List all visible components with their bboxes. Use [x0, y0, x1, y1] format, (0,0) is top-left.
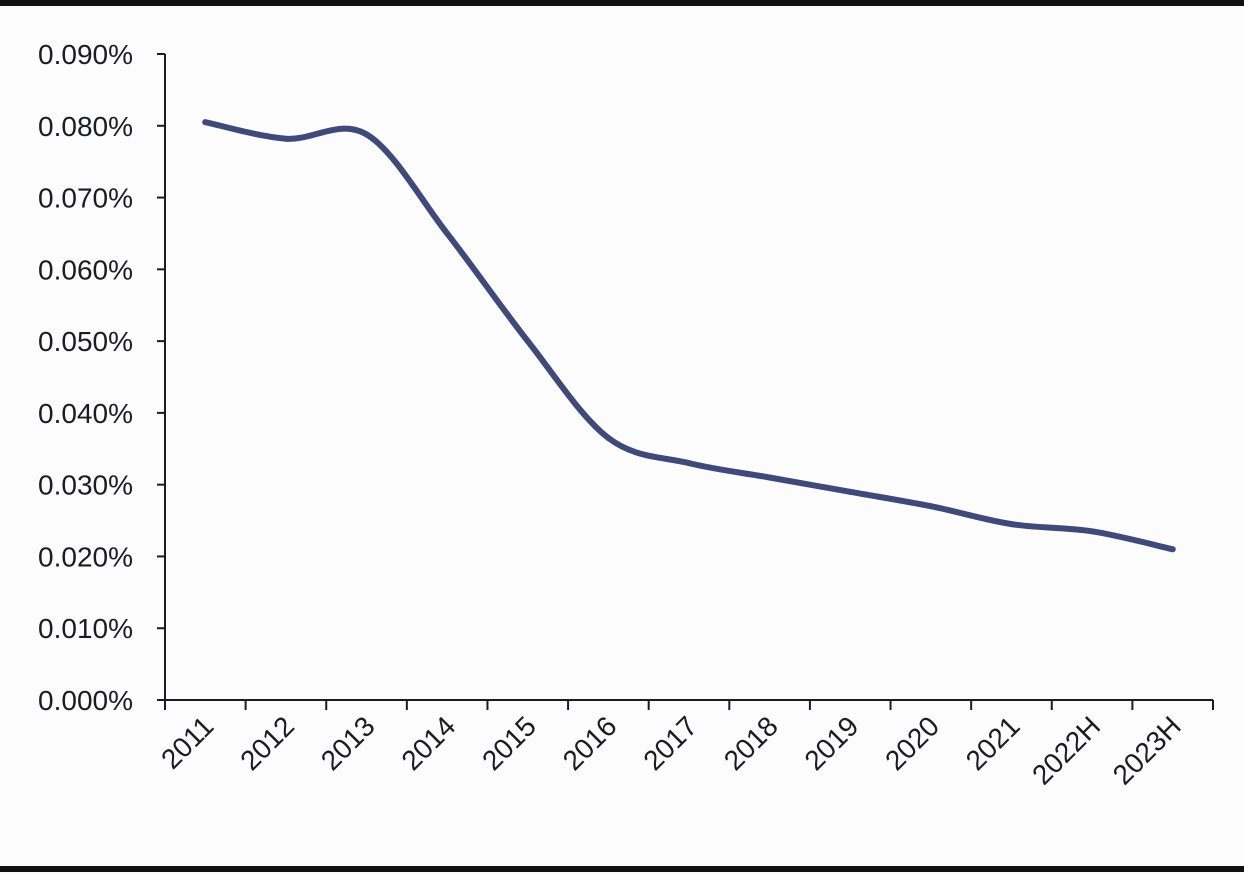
x-axis-ticks: 2011 2012 2013 2014 2015 2016 2017 2018 2019 2020… [155, 700, 1214, 791]
top-border-rule [0, 0, 1244, 6]
x-tick-label: 2021 [960, 710, 1026, 776]
y-tick-label: 0.030% [38, 470, 133, 501]
data-point [766, 474, 773, 481]
data-point [444, 230, 451, 237]
data-point [686, 460, 692, 467]
x-tick-label: 2023H [1107, 710, 1187, 790]
y-tick-label: 0.020% [38, 541, 133, 572]
data-point [1008, 521, 1015, 528]
data-point [1169, 546, 1176, 553]
data-point [605, 435, 612, 442]
y-tick-label: 0.060% [38, 254, 133, 285]
x-tick-label: 2011 [155, 710, 220, 775]
series-line [202, 119, 1176, 553]
axes [164, 54, 1213, 701]
x-tick-label: 2018 [718, 710, 784, 776]
data-point [1089, 528, 1096, 535]
y-axis-ticks: 0.000% 0.010% 0.020% 0.030% 0.040% 0.050% 0.06… [38, 39, 165, 716]
y-tick-label: 0.080% [38, 111, 133, 142]
y-tick-label: 0.050% [38, 326, 133, 357]
data-point [363, 131, 370, 138]
y-tick-label: 0.010% [38, 613, 133, 644]
y-tick-label: 0.070% [38, 183, 133, 214]
bottom-border-rule [0, 866, 1244, 872]
x-tick-label: 2022H [1026, 710, 1106, 790]
x-tick-label: 2014 [395, 710, 461, 776]
x-tick-label: 2019 [799, 710, 865, 776]
x-tick-label: 2020 [879, 710, 945, 776]
y-tick-label: 0.040% [38, 398, 133, 429]
x-tick-label: 2017 [637, 710, 703, 776]
series-group [202, 119, 1176, 553]
x-tick-label: 2015 [476, 710, 542, 776]
data-point [282, 135, 289, 142]
data-point [202, 119, 209, 126]
y-tick-label: 0.090% [38, 39, 133, 70]
data-point [524, 338, 531, 345]
x-tick-label: 2013 [315, 710, 381, 776]
data-point [927, 503, 934, 510]
data-point [847, 488, 854, 495]
x-tick-label: 2012 [234, 710, 300, 776]
x-tick-label: 2016 [557, 710, 623, 776]
y-tick-label: 0.000% [38, 685, 133, 716]
